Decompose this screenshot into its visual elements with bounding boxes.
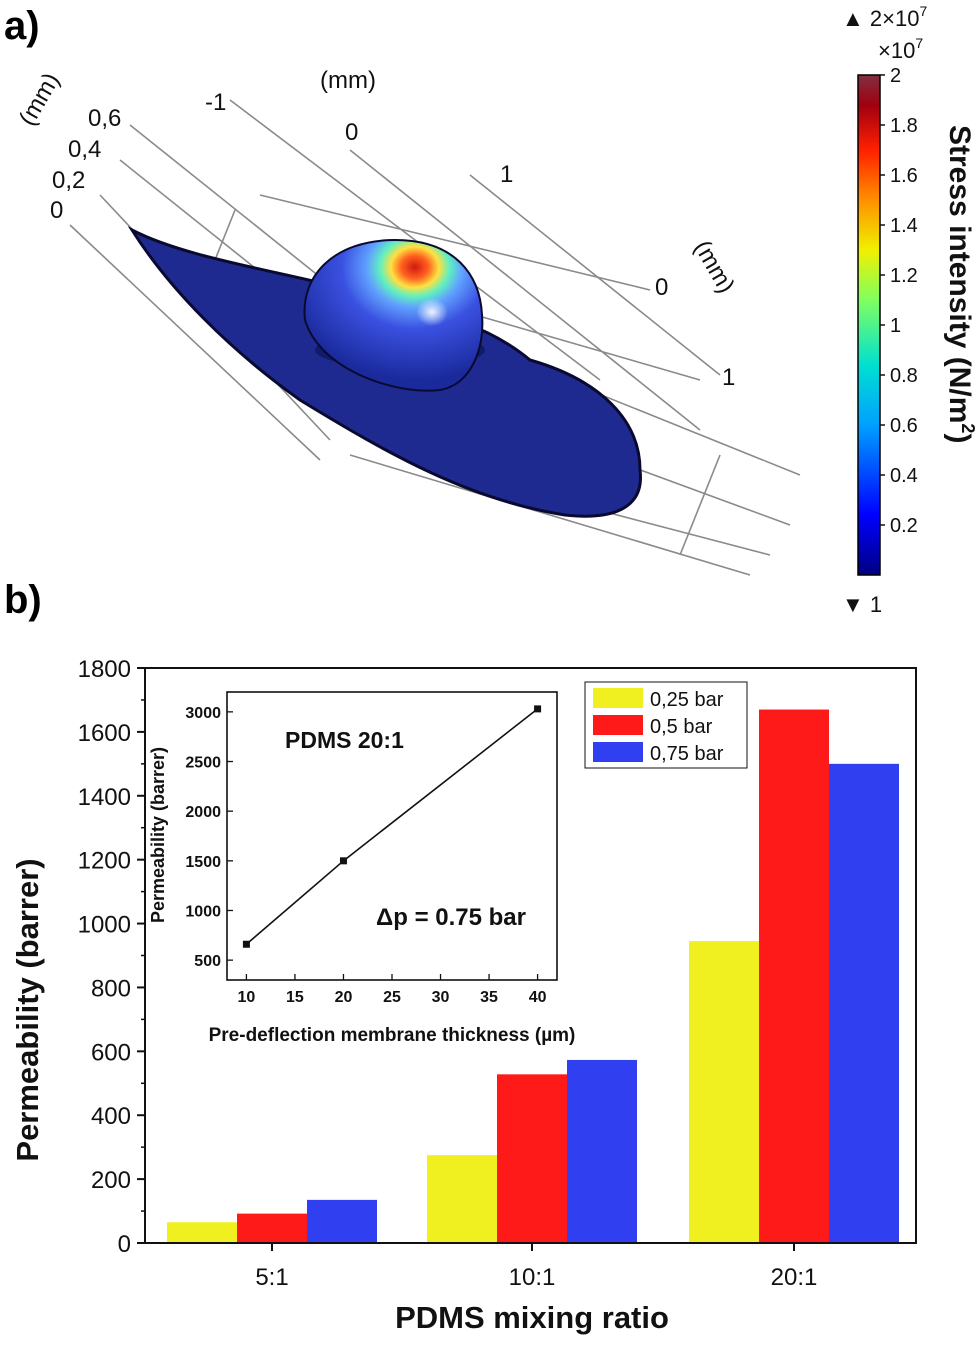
colorbar-multiplier: ×107 xyxy=(878,35,923,63)
colorbar-tick-label: 0.2 xyxy=(890,515,918,537)
legend-label: 0,5 bar xyxy=(650,716,713,738)
colorbar-tick-label: 0.8 xyxy=(890,365,918,387)
colorbar-max-marker: ▲ 2×107 xyxy=(842,3,927,31)
colorbar-tick-label: 1.6 xyxy=(890,165,918,187)
colorbar-tick-label: 0.4 xyxy=(890,465,918,487)
inset-y-axis-label: Permeability (barrer) xyxy=(148,747,168,923)
y-axis-label: Permeability (barrer) xyxy=(10,858,45,1161)
y-tick-label: 0 xyxy=(118,1231,131,1258)
colorbar-min-marker: ▼ 1 xyxy=(842,592,882,617)
inset-x-axis-label: Pre-deflection membrane thickness (µm) xyxy=(209,1025,576,1046)
y-tick-label: 200 xyxy=(91,1167,131,1194)
z-tick: 0 xyxy=(50,197,63,224)
colorbar-tick-label: 1 xyxy=(890,315,901,337)
y-tick-label: 800 xyxy=(91,975,131,1002)
colorbar-tick-label: 0.6 xyxy=(890,415,918,437)
x-tick: -1 xyxy=(205,89,226,116)
colorbar: ▲ 2×107 ×107 21.81.61.41.210.80.60.40.2 … xyxy=(842,3,978,617)
inset-x-tick-label: 25 xyxy=(383,989,401,1006)
y-tick-label: 1600 xyxy=(78,720,131,747)
inset-y-tick-label: 1500 xyxy=(185,854,221,871)
x-tick-label: 5:1 xyxy=(255,1264,288,1291)
panel-a-label: a) xyxy=(4,4,40,48)
bar xyxy=(167,1222,237,1243)
inset-y-tick-label: 2500 xyxy=(185,755,221,772)
legend: 0,25 bar 0,5 bar 0,75 bar xyxy=(584,681,748,769)
deflected-dome xyxy=(303,238,484,392)
inset-y-tick-label: 2000 xyxy=(185,804,221,821)
colorbar-gradient xyxy=(857,74,881,576)
z-tick: 0,4 xyxy=(68,136,101,163)
inset-x-tick-label: 30 xyxy=(432,989,450,1006)
inset-x-tick-label: 20 xyxy=(335,989,353,1006)
y-tick-label: 1800 xyxy=(78,656,131,683)
y-tick: 0 xyxy=(655,274,668,301)
bar xyxy=(567,1059,637,1243)
bar xyxy=(237,1213,307,1243)
bar xyxy=(759,709,829,1243)
x-tick-label: 20:1 xyxy=(771,1264,818,1291)
z-tick: 0,6 xyxy=(88,105,121,132)
legend-swatch xyxy=(593,688,643,708)
z-unit-label: (mm) xyxy=(14,68,65,130)
inset-annotation: Δp = 0.75 bar xyxy=(376,904,526,931)
y-tick: 1 xyxy=(722,364,735,391)
legend-swatch xyxy=(593,715,643,735)
bar xyxy=(497,1074,567,1243)
bar xyxy=(689,941,759,1243)
y-tick-label: 1400 xyxy=(78,784,131,811)
colorbar-tick-label: 1.8 xyxy=(890,115,918,137)
colorbar-tick-label: 1.2 xyxy=(890,265,918,287)
colorbar-label: Stress intensity (N/m2) xyxy=(943,125,978,443)
panel-b-label: b) xyxy=(4,578,42,622)
y-unit-label: (mm) xyxy=(688,236,739,298)
z-tick: 0,2 xyxy=(52,167,85,194)
inset-data-point xyxy=(339,857,347,865)
x-tick-label: 10:1 xyxy=(509,1264,556,1291)
colorbar-tick-label: 2 xyxy=(890,65,901,87)
inset-y-tick-label: 1000 xyxy=(185,903,221,920)
permeability-bar-chart: 0 200 400 600 800 1000 1200 1400 1600 1800 5:1 10:… xyxy=(10,656,917,1335)
y-tick-label: 400 xyxy=(91,1103,131,1130)
inset-x-tick-label: 15 xyxy=(286,989,304,1006)
inset-title: PDMS 20:1 xyxy=(285,727,404,753)
x-tick: 0 xyxy=(345,119,358,146)
stress-simulation-plot: (mm) 0,6 0,4 0,2 0 (mm) -1 0 1 (mm) 0 1 … xyxy=(14,3,978,617)
inset-data-point xyxy=(242,940,250,948)
bar xyxy=(307,1199,377,1243)
inset-data-point xyxy=(534,705,542,713)
bar xyxy=(829,763,899,1243)
y-tick-label: 1200 xyxy=(78,848,131,875)
inset-x-tick-label: 35 xyxy=(480,989,498,1006)
colorbar-tick-label: 1.4 xyxy=(890,215,918,237)
inset-x-tick-label: 40 xyxy=(529,989,547,1006)
inset-y-tick-label: 500 xyxy=(194,953,221,970)
inset-x-tick-label: 10 xyxy=(238,989,256,1006)
x-tick: 1 xyxy=(500,161,513,188)
x-axis-label: PDMS mixing ratio xyxy=(395,1300,669,1335)
legend-swatch xyxy=(593,742,643,762)
bar xyxy=(427,1155,497,1243)
dome-highlight xyxy=(416,298,448,326)
inset-y-tick-label: 3000 xyxy=(185,705,221,722)
y-tick-label: 1000 xyxy=(78,912,131,939)
y-tick-label: 600 xyxy=(91,1039,131,1066)
legend-label: 0,75 bar xyxy=(650,743,724,765)
inset-chart: 500 1000 1500 2000 2500 3000 10 15 20 25 30 35 40 PD… xyxy=(148,691,576,1046)
x-unit-label: (mm) xyxy=(320,67,376,94)
legend-label: 0,25 bar xyxy=(650,689,724,711)
